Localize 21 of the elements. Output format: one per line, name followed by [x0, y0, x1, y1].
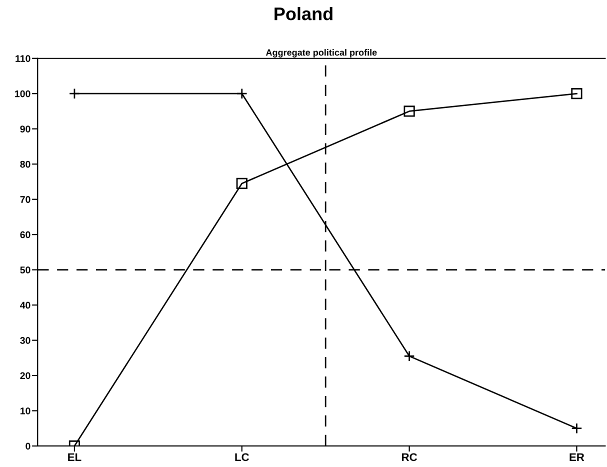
y-tick-label: 70 [20, 196, 30, 203]
point [404, 106, 415, 117]
x-tick-label: LC [235, 453, 249, 462]
chart-title: Poland [274, 7, 332, 20]
y-tick-label: 100 [15, 90, 30, 98]
y-tick-label: 20 [20, 372, 30, 380]
x-tick-label: ER [570, 453, 584, 461]
y-tick-label: 50 [20, 266, 30, 274]
point [236, 178, 248, 190]
x-tick-label: EL [68, 453, 82, 461]
chart-subtitle: Aggregate political profile [266, 49, 377, 58]
y-tick-label: 90 [20, 126, 30, 132]
y-tick-label: 0 [26, 442, 30, 450]
y-tick-label: 60 [20, 231, 30, 238]
x-tick-label: RC [402, 453, 418, 462]
point [571, 88, 582, 100]
y-tick-label: 80 [20, 160, 30, 168]
y-tick-label: 40 [20, 302, 30, 309]
y-tick-label: 10 [20, 407, 30, 414]
y-tick-label: 110 [16, 55, 30, 62]
y-tick-label: 30 [20, 337, 30, 344]
